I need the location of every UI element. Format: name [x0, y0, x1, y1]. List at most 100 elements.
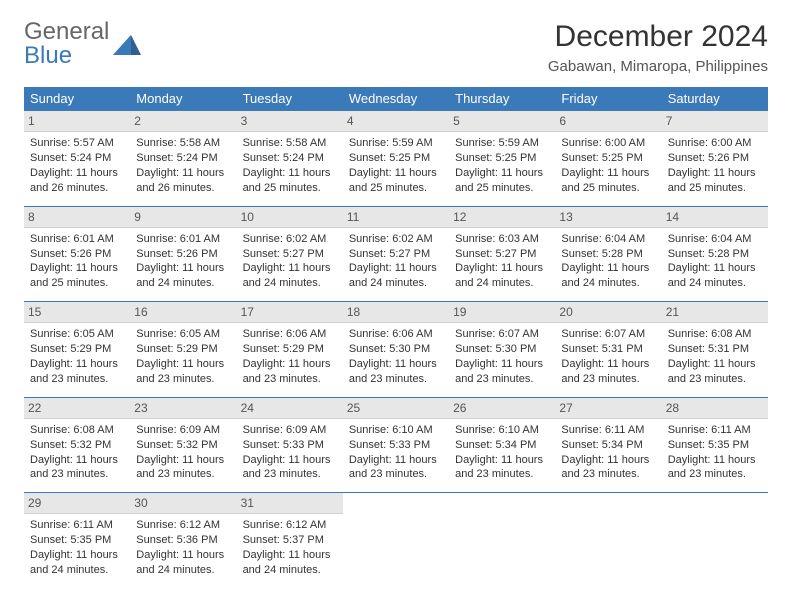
day-number: 20: [555, 302, 661, 323]
sunrise-text: Sunrise: 6:11 AM: [30, 518, 124, 533]
daylight-text: Daylight: 11 hours and 24 minutes.: [136, 261, 230, 291]
day-number: 18: [343, 302, 449, 323]
calendar-cell: [662, 493, 768, 588]
sunset-text: Sunset: 5:25 PM: [561, 151, 655, 166]
calendar-row: 15Sunrise: 6:05 AMSunset: 5:29 PMDayligh…: [24, 302, 768, 398]
day-number: 11: [343, 207, 449, 228]
sunrise-text: Sunrise: 6:10 AM: [349, 423, 443, 438]
calendar-cell: 18Sunrise: 6:06 AMSunset: 5:30 PMDayligh…: [343, 302, 449, 398]
sunrise-text: Sunrise: 6:04 AM: [561, 232, 655, 247]
sunset-text: Sunset: 5:31 PM: [561, 342, 655, 357]
day-number: 10: [237, 207, 343, 228]
sunset-text: Sunset: 5:28 PM: [668, 247, 762, 262]
sunrise-text: Sunrise: 6:01 AM: [30, 232, 124, 247]
weekday-header: Thursday: [449, 87, 555, 111]
sunrise-text: Sunrise: 6:09 AM: [136, 423, 230, 438]
weekday-header-row: SundayMondayTuesdayWednesdayThursdayFrid…: [24, 87, 768, 111]
day-number: 23: [130, 398, 236, 419]
sunset-text: Sunset: 5:30 PM: [455, 342, 549, 357]
daylight-text: Daylight: 11 hours and 24 minutes.: [136, 548, 230, 578]
calendar-cell: 16Sunrise: 6:05 AMSunset: 5:29 PMDayligh…: [130, 302, 236, 398]
day-number: 17: [237, 302, 343, 323]
calendar-cell: 22Sunrise: 6:08 AMSunset: 5:32 PMDayligh…: [24, 397, 130, 493]
brand-bottom: Blue: [24, 44, 109, 68]
sunrise-text: Sunrise: 5:58 AM: [136, 136, 230, 151]
sunrise-text: Sunrise: 6:07 AM: [455, 327, 549, 342]
weekday-header: Friday: [555, 87, 661, 111]
daylight-text: Daylight: 11 hours and 23 minutes.: [243, 357, 337, 387]
day-number: 28: [662, 398, 768, 419]
daylight-text: Daylight: 11 hours and 26 minutes.: [136, 166, 230, 196]
sunset-text: Sunset: 5:35 PM: [30, 533, 124, 548]
weekday-header: Saturday: [662, 87, 768, 111]
calendar-cell: 30Sunrise: 6:12 AMSunset: 5:36 PMDayligh…: [130, 493, 236, 588]
daylight-text: Daylight: 11 hours and 25 minutes.: [668, 166, 762, 196]
calendar-cell: 26Sunrise: 6:10 AMSunset: 5:34 PMDayligh…: [449, 397, 555, 493]
calendar-cell: [449, 493, 555, 588]
daylight-text: Daylight: 11 hours and 24 minutes.: [561, 261, 655, 291]
daylight-text: Daylight: 11 hours and 25 minutes.: [243, 166, 337, 196]
day-number: 29: [24, 493, 130, 514]
sunrise-text: Sunrise: 6:09 AM: [243, 423, 337, 438]
day-number: 19: [449, 302, 555, 323]
daylight-text: Daylight: 11 hours and 26 minutes.: [30, 166, 124, 196]
sunrise-text: Sunrise: 5:57 AM: [30, 136, 124, 151]
calendar-cell: 31Sunrise: 6:12 AMSunset: 5:37 PMDayligh…: [237, 493, 343, 588]
sunrise-text: Sunrise: 6:11 AM: [561, 423, 655, 438]
daylight-text: Daylight: 11 hours and 23 minutes.: [243, 453, 337, 483]
daylight-text: Daylight: 11 hours and 23 minutes.: [349, 453, 443, 483]
day-number: 5: [449, 111, 555, 132]
sunrise-text: Sunrise: 6:05 AM: [136, 327, 230, 342]
daylight-text: Daylight: 11 hours and 23 minutes.: [136, 357, 230, 387]
sunset-text: Sunset: 5:34 PM: [561, 438, 655, 453]
calendar-cell: 17Sunrise: 6:06 AMSunset: 5:29 PMDayligh…: [237, 302, 343, 398]
daylight-text: Daylight: 11 hours and 23 minutes.: [668, 453, 762, 483]
daylight-text: Daylight: 11 hours and 23 minutes.: [561, 453, 655, 483]
sunrise-text: Sunrise: 6:12 AM: [136, 518, 230, 533]
daylight-text: Daylight: 11 hours and 24 minutes.: [243, 548, 337, 578]
sunset-text: Sunset: 5:32 PM: [136, 438, 230, 453]
calendar-row: 8Sunrise: 6:01 AMSunset: 5:26 PMDaylight…: [24, 206, 768, 302]
weekday-header: Tuesday: [237, 87, 343, 111]
calendar-cell: 27 Sunrise: 6:11 AMSunset: 5:34 PMDayligh…: [555, 397, 661, 493]
calendar-cell: 12Sunrise: 6:03 AMSunset: 5:27 PMDayligh…: [449, 206, 555, 302]
calendar-cell: 14Sunrise: 6:04 AMSunset: 5:28 PMDayligh…: [662, 206, 768, 302]
header: General Blue December 2024 Gabawan, Mima…: [24, 20, 768, 75]
day-number: 25: [343, 398, 449, 419]
calendar-cell: 9Sunrise: 6:01 AMSunset: 5:26 PMDaylight…: [130, 206, 236, 302]
daylight-text: Daylight: 11 hours and 25 minutes.: [561, 166, 655, 196]
calendar-row: 1Sunrise: 5:57 AMSunset: 5:24 PMDaylight…: [24, 111, 768, 207]
sunset-text: Sunset: 5:35 PM: [668, 438, 762, 453]
sunset-text: Sunset: 5:30 PM: [349, 342, 443, 357]
day-number: 30: [130, 493, 236, 514]
sunrise-text: Sunrise: 6:10 AM: [455, 423, 549, 438]
day-number: 6: [555, 111, 661, 132]
logo-triangle-icon: [113, 35, 141, 55]
day-number: 22: [24, 398, 130, 419]
daylight-text: Daylight: 11 hours and 25 minutes.: [349, 166, 443, 196]
sunrise-text: Sunrise: 6:02 AM: [349, 232, 443, 247]
sunrise-text: Sunrise: 5:58 AM: [243, 136, 337, 151]
title-block: December 2024 Gabawan, Mimaropa, Philipp…: [548, 20, 768, 75]
day-number: 27: [555, 398, 661, 419]
sunset-text: Sunset: 5:32 PM: [30, 438, 124, 453]
daylight-text: Daylight: 11 hours and 23 minutes.: [455, 453, 549, 483]
sunset-text: Sunset: 5:29 PM: [136, 342, 230, 357]
sunrise-text: Sunrise: 6:06 AM: [243, 327, 337, 342]
day-number: 4: [343, 111, 449, 132]
day-number: 14: [662, 207, 768, 228]
day-number: 13: [555, 207, 661, 228]
sunset-text: Sunset: 5:27 PM: [243, 247, 337, 262]
sunset-text: Sunset: 5:24 PM: [30, 151, 124, 166]
sunrise-text: Sunrise: 6:11 AM: [668, 423, 762, 438]
calendar-cell: 24Sunrise: 6:09 AMSunset: 5:33 PMDayligh…: [237, 397, 343, 493]
sunrise-text: Sunrise: 6:05 AM: [30, 327, 124, 342]
brand-top: General: [24, 20, 109, 44]
calendar-cell: 5Sunrise: 5:59 AMSunset: 5:25 PMDaylight…: [449, 111, 555, 207]
sunrise-text: Sunrise: 6:00 AM: [561, 136, 655, 151]
weekday-header: Sunday: [24, 87, 130, 111]
calendar-cell: 1Sunrise: 5:57 AMSunset: 5:24 PMDaylight…: [24, 111, 130, 207]
sunrise-text: Sunrise: 5:59 AM: [349, 136, 443, 151]
sunset-text: Sunset: 5:31 PM: [668, 342, 762, 357]
sunset-text: Sunset: 5:34 PM: [455, 438, 549, 453]
